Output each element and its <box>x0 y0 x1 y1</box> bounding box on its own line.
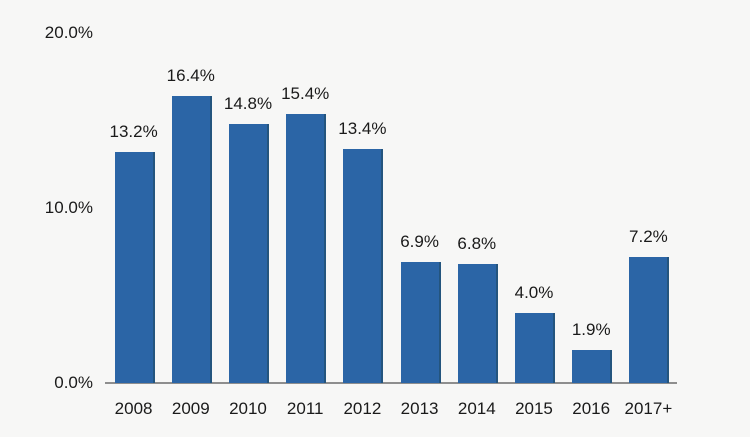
x-axis-label: 2014 <box>457 399 496 418</box>
x-axis-line <box>105 382 677 384</box>
bar-2011 <box>286 113 327 383</box>
bar-group-2010: 14.8% 2010 <box>219 0 276 437</box>
bar-2010 <box>228 124 269 383</box>
bar-2017+ <box>629 257 670 383</box>
bar-2013 <box>400 262 441 383</box>
x-axis-label: 2008 <box>114 399 153 418</box>
bar-value-label: 16.4% <box>166 66 215 85</box>
bar-2008 <box>114 152 155 383</box>
bar-value-label: 13.2% <box>109 122 158 141</box>
bar-value-label: 6.8% <box>457 234 497 253</box>
x-axis-label: 2009 <box>171 399 210 418</box>
y-axis-tick-label: 20.0% <box>44 23 93 42</box>
bar-value-label: 4.0% <box>514 283 554 302</box>
bar-group-2013: 6.9% 2013 <box>391 0 448 437</box>
bar-group-2008: 13.2% 2008 <box>105 0 162 437</box>
bar-2014 <box>457 264 498 383</box>
bar-value-label: 15.4% <box>281 83 330 103</box>
bar-group-2012: 13.4% 2012 <box>334 0 391 437</box>
bar-group-2011: 15.4% 2011 <box>277 0 334 437</box>
bar-group-2009: 16.4% 2009 <box>162 0 219 437</box>
bar-group-2015: 4.0% 2015 <box>505 0 562 437</box>
bar-2015 <box>514 313 555 383</box>
bar-value-label: 6.9% <box>400 232 439 252</box>
y-axis-tick-label: 10.0% <box>44 198 93 217</box>
bar-value-label: 13.4% <box>338 118 387 138</box>
x-axis-label: 2011 <box>286 399 324 418</box>
bar-2009 <box>171 96 212 383</box>
bar-value-label: 7.2% <box>629 227 668 246</box>
x-axis-label: 2010 <box>229 399 267 418</box>
x-axis-label: 2017+ <box>624 399 673 418</box>
x-axis-label: 2012 <box>343 399 382 418</box>
bar-value-label: 1.9% <box>571 319 611 339</box>
bar-2012 <box>343 148 384 383</box>
bar-group-2014: 6.8% 2014 <box>448 0 505 437</box>
x-axis-label: 2015 <box>515 399 553 418</box>
x-axis-label: 2016 <box>572 399 611 418</box>
bar-2016 <box>572 349 613 383</box>
y-axis-tick-label: 0.0% <box>54 373 93 392</box>
bar-value-label: 14.8% <box>223 94 273 113</box>
bar-group-2017+: 7.2% 2017+ <box>620 0 677 437</box>
bar-group-2016: 1.9% 2016 <box>563 0 620 437</box>
x-axis-label: 2013 <box>400 399 439 418</box>
